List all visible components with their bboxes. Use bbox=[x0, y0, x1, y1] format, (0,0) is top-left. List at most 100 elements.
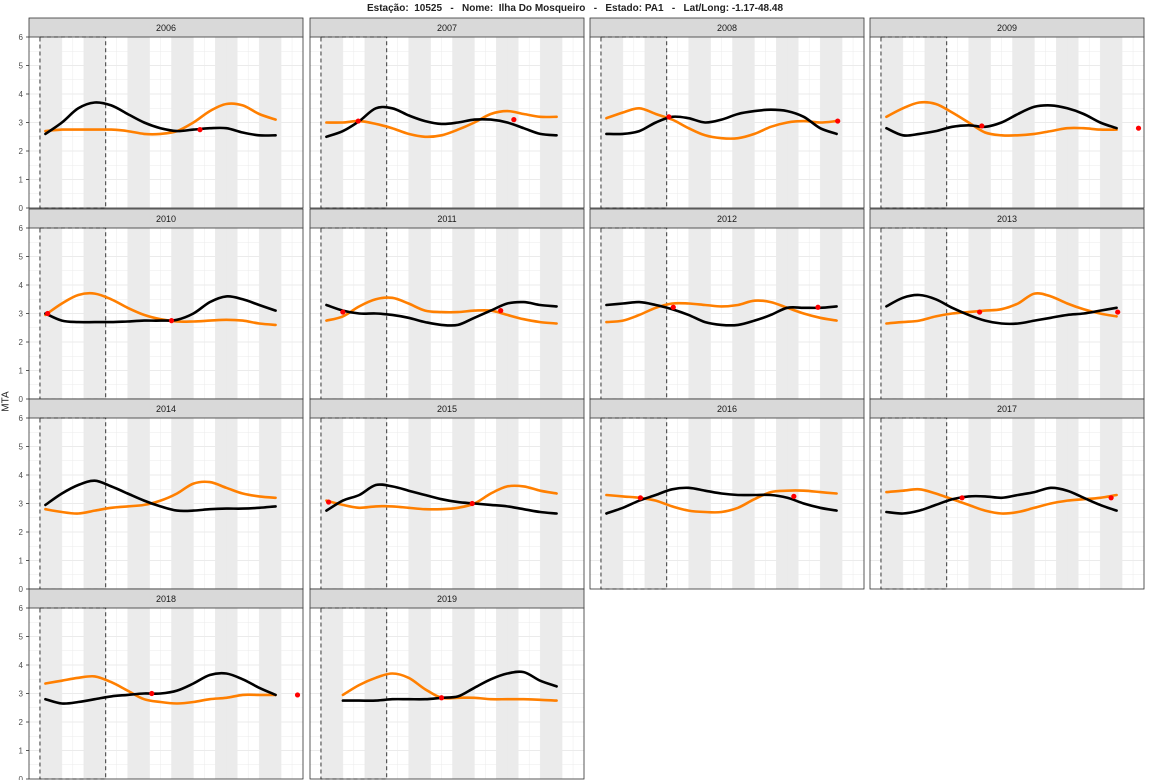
crossing-point bbox=[1135, 125, 1142, 131]
series-a-line bbox=[885, 486, 1118, 515]
panel-strip-label: 2010 bbox=[156, 214, 176, 224]
panel-2017: 2017 bbox=[869, 398, 1145, 590]
panel-strip-label: 2018 bbox=[156, 594, 176, 604]
y-tick-label: 1 bbox=[19, 367, 24, 376]
y-tick-label: 6 bbox=[19, 224, 24, 233]
crossing-point bbox=[149, 690, 155, 697]
panel-strip-label: 2008 bbox=[717, 23, 737, 33]
y-tick-label: 5 bbox=[19, 633, 24, 642]
series-a-line bbox=[44, 101, 277, 137]
y-tick-label: 3 bbox=[19, 500, 24, 509]
panel-strip-label: 2011 bbox=[437, 214, 456, 224]
series-a-line bbox=[885, 104, 1118, 137]
series-a-line bbox=[44, 295, 277, 324]
series-a-line bbox=[605, 300, 838, 327]
y-tick-label: 5 bbox=[19, 62, 24, 71]
y-tick-label: 6 bbox=[19, 33, 24, 42]
crossing-point bbox=[791, 493, 797, 499]
panel-strip-label: 2007 bbox=[437, 23, 457, 33]
series-b-line bbox=[605, 299, 838, 324]
y-tick-label: 4 bbox=[19, 90, 24, 99]
panel-2007: 2007 bbox=[309, 17, 585, 209]
series-a-line bbox=[325, 105, 558, 139]
series-a-line bbox=[325, 300, 558, 327]
series-a-line bbox=[44, 671, 277, 705]
crossing-point bbox=[294, 692, 301, 698]
crossing-point bbox=[355, 118, 361, 124]
y-tick-label: 6 bbox=[19, 604, 24, 613]
y-tick-label: 3 bbox=[19, 310, 24, 319]
crossing-point bbox=[498, 308, 504, 314]
panel-strip-label: 2009 bbox=[997, 23, 1017, 33]
panel-2011: 2011 bbox=[309, 208, 585, 400]
panel-2013: 2013 bbox=[869, 208, 1145, 400]
series-b-line bbox=[325, 484, 558, 511]
crossing-point bbox=[979, 123, 985, 129]
crossing-point bbox=[340, 309, 346, 315]
crossing-point bbox=[815, 304, 821, 310]
y-tick-label: 1 bbox=[19, 557, 24, 566]
crossing-point bbox=[835, 118, 841, 124]
panel-strip-label: 2012 bbox=[717, 214, 737, 224]
series-b-line bbox=[885, 487, 1118, 515]
panel-border bbox=[309, 607, 585, 780]
y-tick-label: 4 bbox=[19, 661, 24, 670]
y-tick-label: 0 bbox=[19, 775, 24, 780]
crossing-point bbox=[637, 495, 644, 501]
panel-2008: 2008 bbox=[589, 17, 865, 209]
series-a-line bbox=[325, 483, 558, 515]
panel-border bbox=[589, 36, 865, 209]
y-tick-label: 4 bbox=[19, 281, 24, 290]
series-a-line bbox=[341, 670, 558, 703]
panel-2009: 2009 bbox=[869, 17, 1145, 209]
series-b-line bbox=[44, 674, 277, 705]
crossing-point bbox=[1115, 309, 1121, 315]
y-tick-label: 0 bbox=[19, 204, 24, 213]
panel-2014: 2014 0 1 2 3 4 5 6 bbox=[19, 398, 304, 594]
y-tick-label: 6 bbox=[19, 414, 24, 423]
panel-strip-label: 2006 bbox=[156, 23, 176, 33]
panel-border bbox=[869, 36, 1145, 209]
crossing-point bbox=[666, 114, 672, 120]
y-tick-label: 4 bbox=[19, 471, 24, 480]
panel-border bbox=[589, 417, 865, 590]
series-a-line bbox=[605, 108, 838, 136]
crossing-point bbox=[168, 318, 175, 324]
panel-strip-label: 2015 bbox=[437, 404, 457, 414]
series-b-line bbox=[885, 100, 1118, 137]
panel-2015: 2015 bbox=[309, 398, 585, 590]
series-b-line bbox=[325, 109, 558, 139]
panel-2018: 2018 0 1 2 3 4 5 6 bbox=[19, 588, 304, 780]
y-tick-label: 2 bbox=[19, 528, 24, 537]
crossing-point bbox=[959, 495, 965, 501]
panel-2010: 2010 0 1 2 3 4 5 6 bbox=[19, 208, 304, 404]
crossing-point bbox=[197, 127, 203, 133]
series-a-line bbox=[44, 479, 277, 513]
y-tick-label: 5 bbox=[19, 253, 24, 262]
chart-title: Estação: 10525 - Nome: Ilha Do Mosqueiro… bbox=[366, 3, 783, 14]
y-tick-label: 3 bbox=[19, 119, 24, 128]
panel-border bbox=[869, 417, 1145, 590]
crossing-point bbox=[670, 304, 676, 310]
panel-strip-label: 2017 bbox=[997, 404, 1017, 414]
panel-2012: 2012 bbox=[589, 208, 865, 400]
panel-strip-label: 2013 bbox=[997, 214, 1017, 224]
crossing-point bbox=[1108, 495, 1114, 501]
y-tick-label: 1 bbox=[19, 747, 24, 756]
series-b-line bbox=[44, 291, 277, 327]
y-tick-label: 2 bbox=[19, 147, 24, 156]
crossing-point bbox=[977, 309, 983, 315]
y-tick-label: 2 bbox=[19, 338, 24, 347]
series-b-line bbox=[605, 106, 838, 140]
panel-2016: 2016 bbox=[589, 398, 865, 590]
panel-strip-label: 2014 bbox=[156, 404, 176, 414]
crossing-point bbox=[45, 310, 51, 317]
series-b-line bbox=[44, 102, 277, 136]
panel-2019: 2019 bbox=[309, 588, 585, 780]
series-a-line bbox=[605, 486, 838, 515]
series-a-line bbox=[885, 293, 1118, 326]
y-tick-label: 5 bbox=[19, 443, 24, 452]
y-tick-label: 1 bbox=[19, 176, 24, 185]
crossing-point bbox=[469, 500, 475, 507]
